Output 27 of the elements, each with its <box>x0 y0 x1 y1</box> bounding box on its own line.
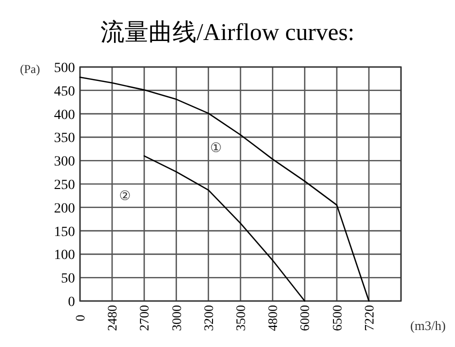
annotation: ① <box>210 141 222 156</box>
x-tick-label: 7220 <box>361 305 376 331</box>
chart-title: 流量曲线/Airflow curves: <box>100 19 354 46</box>
x-tick-label: 2480 <box>104 305 120 331</box>
y-tick-label: 300 <box>54 154 75 170</box>
x-tick-label: 6000 <box>297 305 312 331</box>
y-tick-label: 350 <box>54 131 75 146</box>
y-tick-label: 50 <box>61 272 75 287</box>
x-tick-label: 3500 <box>233 305 248 331</box>
x-tick-label: 3000 <box>168 305 184 331</box>
y-tick-label: 150 <box>54 224 75 240</box>
x-tick-label: 2700 <box>136 305 152 331</box>
y-tick-label: 100 <box>54 248 75 264</box>
y-tick-label: 0 <box>68 295 75 310</box>
x-tick-label: 4800 <box>265 305 280 331</box>
x-axis-title: (m3/h) <box>410 318 446 333</box>
y-tick-label: 250 <box>54 178 75 193</box>
y-axis-title: (Pa) <box>20 62 40 76</box>
line-series <box>144 155 306 302</box>
x-tick-label: 6500 <box>329 305 344 331</box>
y-tick-label: 500 <box>54 61 75 76</box>
annotation: ② <box>119 189 131 204</box>
x-tick-label: 0 <box>72 314 88 322</box>
y-tick-label: 450 <box>54 84 75 100</box>
y-tick-label: 200 <box>54 201 75 216</box>
y-tick-label: 400 <box>54 108 75 123</box>
x-tick-label: 3200 <box>200 305 216 331</box>
